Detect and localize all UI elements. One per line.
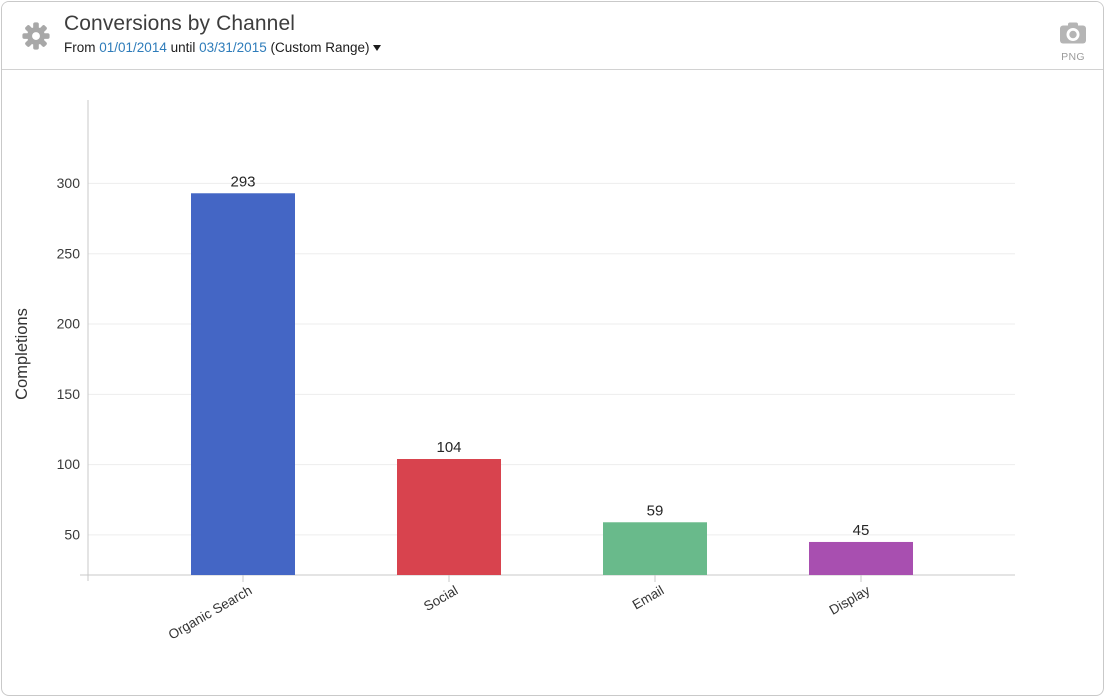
y-tick-label: 50 [64,527,80,543]
until-label: until [170,40,196,55]
export-png-button[interactable]: PNG [1056,22,1090,63]
bar[interactable] [809,541,913,575]
bar-chart: 50 100 150 200 250 300 293 Organic Search 104 Soc… [13,100,1015,643]
caret-down-icon[interactable] [372,45,381,51]
camera-icon [1059,22,1087,49]
end-date-link[interactable]: 03/31/2015 [199,40,267,55]
x-axis-category-label: Organic Search [166,583,255,643]
y-tick-label: 200 [57,316,81,332]
range-type-label: (Custom Range) [270,40,370,55]
bar-value-label: 293 [230,173,255,190]
y-tick-label: 300 [57,175,81,191]
y-axis-title: Completions [13,308,31,400]
widget-titles: Conversions by Channel From 01/01/2014 u… [64,11,381,56]
x-axis-category-label: Email [630,583,667,613]
settings-gear-icon[interactable] [21,21,51,51]
date-range-subtitle: From 01/01/2014 until 03/31/2015 (Custom… [64,39,381,56]
bar[interactable] [191,193,295,575]
y-tick-label: 100 [57,456,81,472]
x-axis-category-label: Social [421,583,460,614]
widget-header: Conversions by Channel From 01/01/2014 u… [2,2,1103,70]
y-tick-label: 250 [57,245,81,261]
x-axis-category-label: Display [827,582,873,617]
bar-value-label: 104 [436,439,461,456]
bar-value-label: 45 [853,522,870,539]
y-tick-label: 150 [57,386,81,402]
start-date-link[interactable]: 01/01/2014 [99,40,167,55]
bar[interactable] [603,522,707,575]
bar[interactable] [397,459,501,575]
bar-value-label: 59 [647,502,664,519]
widget-title: Conversions by Channel [64,12,295,35]
png-label: PNG [1061,51,1085,63]
from-label: From [64,40,96,55]
